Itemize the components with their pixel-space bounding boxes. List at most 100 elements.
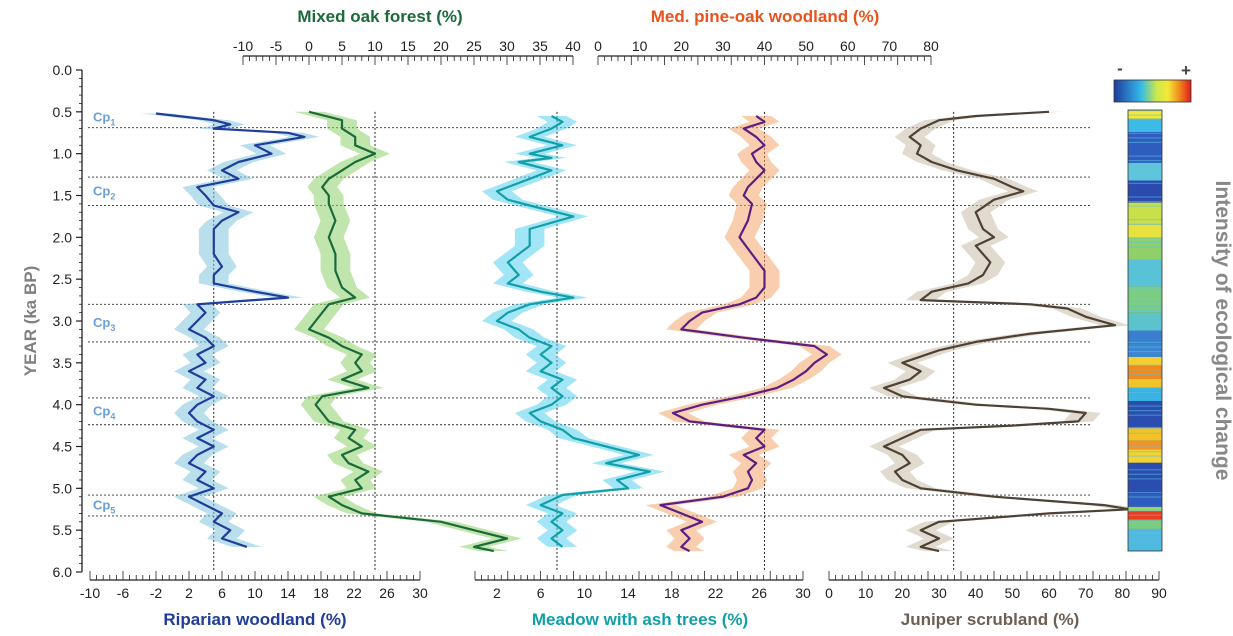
x-tick-label: 0 — [305, 38, 313, 54]
heat-stripe — [1128, 491, 1162, 494]
x-tick-label: 60 — [1041, 585, 1057, 601]
series-group — [141, 110, 1145, 572]
x-tick-label: 70 — [1078, 585, 1094, 601]
phase-subscript: 4 — [110, 411, 115, 421]
heat-stripe — [1128, 414, 1162, 416]
phase-subscript: 3 — [110, 323, 115, 333]
series-line — [882, 110, 1131, 553]
series-uncertainty-band — [141, 113, 320, 547]
x-tick-label: 50 — [798, 38, 814, 54]
heat-stripe — [1128, 282, 1162, 284]
x-tick-label: 10 — [367, 38, 383, 54]
heat-stripe — [1128, 387, 1162, 389]
panel-title: Juniper scrubland (%) — [901, 610, 1080, 629]
x-tick-label: 60 — [840, 38, 856, 54]
heat-band — [1128, 237, 1162, 260]
series-line — [307, 110, 509, 553]
x-tick-label: 80 — [923, 38, 939, 54]
heat-band — [1128, 110, 1162, 119]
x-tick-label: -10 — [80, 585, 100, 601]
panel-title: Riparian woodland (%) — [163, 610, 346, 629]
heat-stripe — [1128, 132, 1162, 134]
y-tick-label: 0.0 — [53, 62, 73, 78]
x-tick-label: 10 — [577, 585, 593, 601]
heat-stripe — [1128, 496, 1162, 498]
x-tick-label: 30 — [715, 38, 731, 54]
heat-stripe — [1128, 196, 1162, 198]
heat-band — [1128, 440, 1162, 450]
heat-band — [1128, 506, 1162, 512]
heat-band — [1128, 401, 1162, 428]
intensity-legend: - + — [1113, 59, 1192, 103]
heat-stripe — [1128, 173, 1162, 175]
x-tick-label: 10 — [247, 585, 263, 601]
series-uncertainty-band — [869, 111, 1145, 552]
heat-band — [1128, 462, 1162, 494]
heat-stripe — [1128, 246, 1162, 248]
x-tick-label: 18 — [664, 585, 680, 601]
x-tick-label: -10 — [233, 38, 253, 54]
heat-stripe — [1128, 537, 1162, 539]
x-tick-label: 40 — [757, 38, 773, 54]
x-tick-label: 70 — [882, 38, 898, 54]
heat-stripe — [1128, 300, 1162, 303]
heat-stripe — [1128, 328, 1162, 330]
x-tick-label: 30 — [412, 585, 428, 601]
x-tick-label: 30 — [931, 585, 947, 601]
y-tick-label: 5.0 — [53, 480, 73, 496]
y-tick-label: 2.5 — [53, 271, 73, 287]
heat-stripe — [1128, 455, 1162, 457]
x-tick-label: 5 — [338, 38, 346, 54]
legend-min-label: - — [1117, 59, 1123, 78]
heat-stripe — [1128, 341, 1162, 344]
heat-stripe — [1128, 514, 1162, 516]
heat-stripe — [1128, 519, 1162, 521]
heat-band — [1128, 259, 1162, 287]
intensity-heatmap-bar: Intensity of ecological change — [1127, 109, 1233, 552]
heat-stripe — [1128, 310, 1162, 312]
phase-lines: Cp1 Cp2 Cp3 Cp4 Cp5 — [88, 110, 1090, 517]
heat-band — [1128, 387, 1162, 402]
x-tick-label: 40 — [565, 38, 581, 54]
x-tick-label: 22 — [346, 585, 362, 601]
legend-max-label: + — [1181, 61, 1191, 80]
heat-stripe — [1128, 155, 1162, 157]
heat-band — [1128, 224, 1162, 238]
heat-stripe — [1128, 450, 1162, 453]
series-line — [659, 115, 828, 553]
heat-band — [1128, 379, 1162, 388]
x-tick-label: 35 — [532, 38, 548, 54]
x-tick-label: 22 — [708, 585, 724, 601]
x-tick-label: 14 — [620, 585, 636, 601]
y-axis-label: YEAR (ka BP) — [21, 266, 40, 377]
x-tick-label: 20 — [895, 585, 911, 601]
x-tick-label: 30 — [499, 38, 515, 54]
x-tick-label: 2 — [493, 585, 501, 601]
x-tick-label: 50 — [1005, 585, 1021, 601]
heat-band — [1128, 286, 1162, 313]
series-uncertainty-band — [294, 111, 522, 552]
phase-label: Cp5 — [93, 497, 115, 515]
heat-stripe — [1128, 110, 1162, 112]
x-tick-label: 26 — [379, 585, 395, 601]
heat-stripe — [1128, 432, 1162, 434]
x-tick-label: 10 — [632, 38, 648, 54]
heat-band — [1128, 132, 1162, 163]
x-tick-label: 10 — [858, 585, 874, 601]
series-uncertainty-band — [482, 116, 665, 547]
x-tick-label: -2 — [150, 585, 163, 601]
x-tick-label: 30 — [795, 585, 811, 601]
phase-subscript: 1 — [110, 118, 115, 128]
heat-stripe — [1128, 278, 1162, 280]
phase-label: Cp1 — [93, 110, 115, 128]
heat-stripe — [1128, 141, 1162, 144]
x-tick-label: 18 — [313, 585, 329, 601]
heat-stripe — [1128, 114, 1162, 116]
legend-color-bar — [1113, 79, 1192, 103]
heat-stripe — [1128, 350, 1162, 353]
heat-stripe — [1128, 205, 1162, 207]
heat-stripe — [1128, 346, 1162, 348]
heat-band — [1128, 493, 1162, 507]
heat-stripe — [1128, 405, 1162, 407]
